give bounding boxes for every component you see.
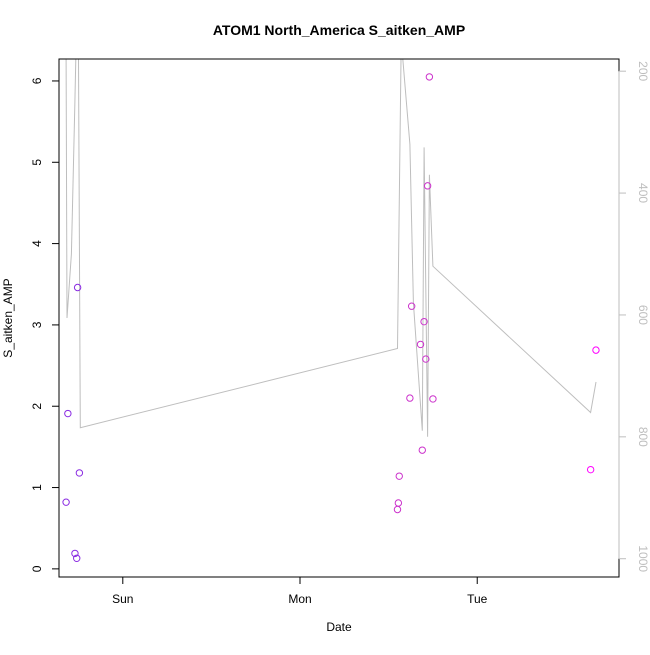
data-point — [586, 465, 595, 474]
data-point — [394, 499, 403, 507]
x-tick-label: Tue — [467, 592, 488, 606]
data-point — [407, 302, 416, 310]
data-point — [425, 73, 434, 81]
data-point — [429, 395, 437, 403]
y-tick-label: 2 — [30, 403, 44, 410]
data-point — [395, 472, 403, 480]
y-tick-label: 6 — [30, 77, 44, 84]
data-point — [420, 317, 428, 326]
y-tick-label: 1 — [30, 484, 44, 491]
right-axis: 200 400 600 800 1000 — [618, 61, 650, 572]
data-point — [423, 182, 432, 190]
x-tick-label: Mon — [288, 592, 311, 606]
right-axis-line-layer — [65, 59, 597, 437]
right-tick-label: 200 — [636, 61, 650, 81]
data-point — [75, 469, 84, 477]
data-point — [418, 446, 426, 454]
data-point — [393, 505, 402, 514]
chart-title: ATOM1 North_America S_aitken_AMP — [213, 22, 465, 38]
data-point — [62, 498, 70, 506]
data-point — [73, 283, 82, 292]
data-point — [592, 346, 600, 354]
data-point — [71, 549, 79, 558]
x-tick-label: Sun — [112, 592, 133, 606]
y-axis-label: S_aitken_AMP — [1, 278, 15, 357]
right-tick-label: 800 — [636, 427, 650, 447]
data-point — [406, 394, 414, 402]
data-point — [416, 340, 425, 349]
x-axis: Sun Mon Tue — [112, 576, 488, 606]
y-tick-label: 4 — [30, 240, 44, 247]
right-tick-label: 400 — [636, 183, 650, 203]
y-tick-label: 0 — [30, 565, 44, 572]
series-line — [65, 59, 597, 437]
data-point — [73, 554, 81, 562]
data-point — [64, 409, 72, 418]
right-tick-label: 600 — [636, 305, 650, 325]
x-axis-label: Date — [326, 620, 352, 634]
y-axis: 0 1 2 3 4 5 6 — [30, 77, 60, 572]
y-tick-label: 5 — [30, 159, 44, 166]
points-layer — [62, 73, 600, 562]
right-tick-label: 1000 — [636, 545, 650, 572]
data-point — [422, 355, 430, 363]
plot-box — [58, 58, 620, 578]
y-tick-label: 3 — [30, 321, 44, 328]
